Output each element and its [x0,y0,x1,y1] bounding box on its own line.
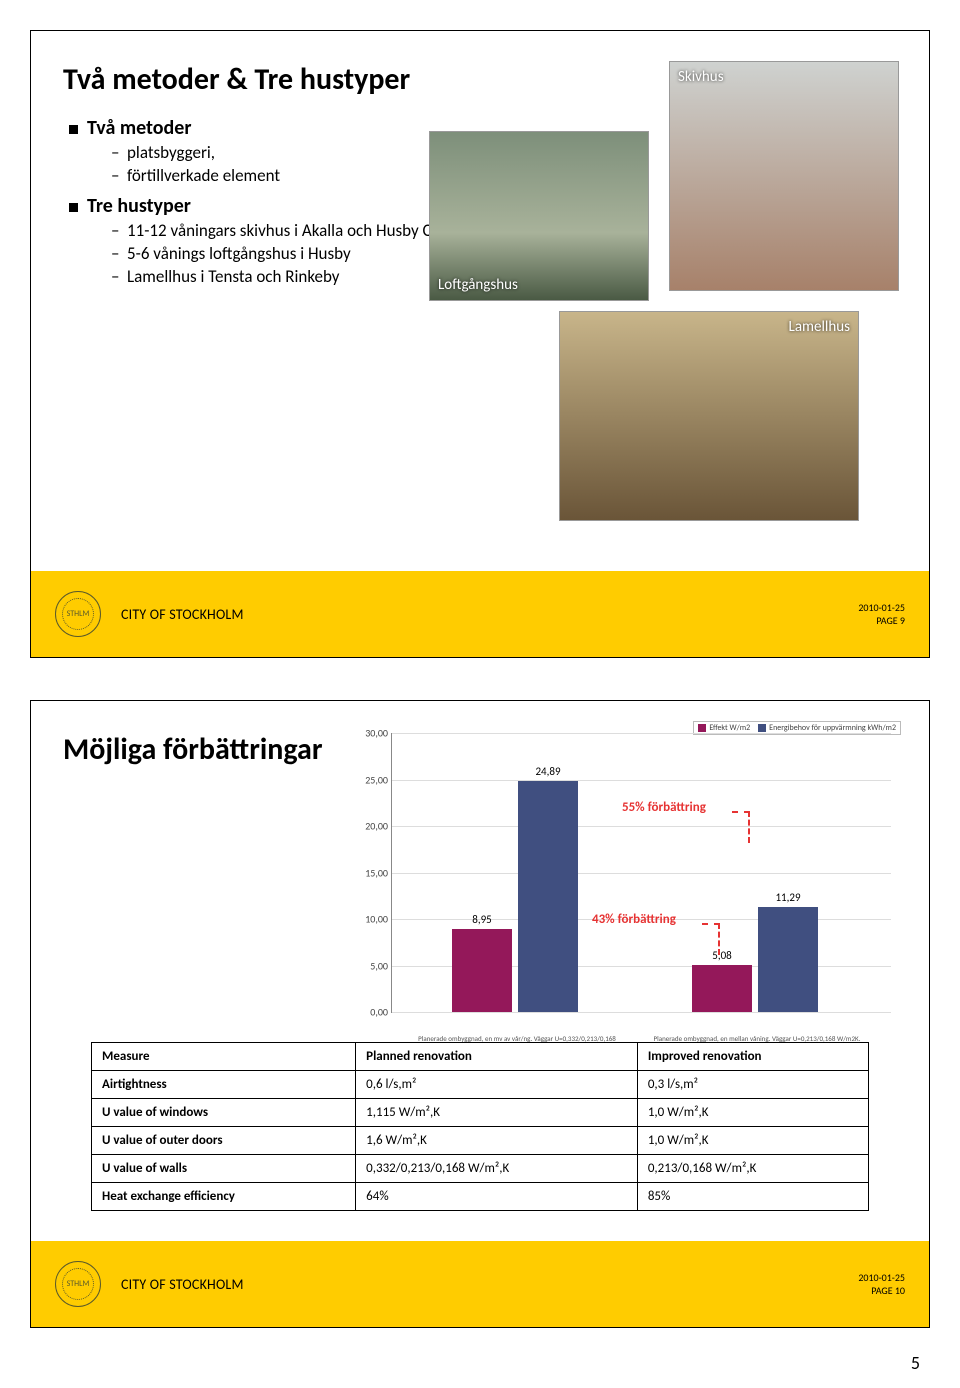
table-cell: 1,6 W/m²,K [356,1127,638,1155]
stockholm-logo-icon: STHLM [55,591,101,637]
measures-table: Measure Planned renovation Improved reno… [91,1042,869,1211]
table-cell: 0,213/0,168 W/m²,K [637,1155,868,1183]
ytick: 20,00 [348,820,388,833]
slide-1-footer: STHLM CITY OF STOCKHOLM 2010-01-25 PAGE … [31,571,929,657]
table-cell: U value of walls [92,1155,356,1183]
legend-a: Effekt W/m2 [698,723,750,733]
footer-right-2: 2010-01-25 PAGE 10 [858,1271,905,1297]
legend-b: Energibehov för uppvärmning kWh/m2 [758,723,896,733]
footer-date-2: 2010-01-25 [858,1271,905,1284]
table-cell: 0,332/0,213/0,168 W/m²,K [356,1155,638,1183]
table-row: U value of windows1,115 W/m²,K1,0 W/m²,K [92,1099,869,1127]
table-cell: 1,0 W/m²,K [637,1099,868,1127]
photo-lamellhus: Lamellhus [559,311,859,521]
bar-value-label: 24,89 [535,765,560,778]
photo-lamell-caption: Lamellhus [789,318,850,336]
table-cell: 64% [356,1183,638,1211]
ytick: 25,00 [348,773,388,786]
table-cell: 1,115 W/m²,K [356,1099,638,1127]
handout-page-number: 5 [911,1352,920,1374]
table-cell: 0,3 l/s,m² [637,1071,868,1099]
th-2: Improved renovation [637,1043,868,1071]
table-cell: U value of windows [92,1099,356,1127]
slide-2-footer: STHLM CITY OF STOCKHOLM 2010-01-25 PAGE … [31,1241,929,1327]
improvement-chart: Effekt W/m2 Energibehov för uppvärmning … [341,723,901,1063]
photo-loft-caption: Loftgångshus [438,276,518,294]
chart-annotation: 43% förbättring [592,912,676,927]
table-cell: U value of outer doors [92,1127,356,1155]
footer-date-1: 2010-01-25 [858,601,905,614]
bullet-1-label: Tre hustyper [87,194,191,218]
th-0: Measure [92,1043,356,1071]
chart-annotation: 55% förbättring [622,800,706,815]
table-cell: Airtightness [92,1071,356,1099]
table-cell: Heat exchange efficiency [92,1183,356,1211]
footer-right-1: 2010-01-25 PAGE 9 [858,601,905,627]
ytick: 5,00 [348,959,388,972]
th-1: Planned renovation [356,1043,638,1071]
chart-bar: 24,89 [518,781,578,1012]
footer-city-2: CITY OF STOCKHOLM [121,1276,244,1293]
photo-loftgangshus: Loftgångshus [429,131,649,301]
bar-value-label: 8,95 [472,913,491,926]
table-row: Airtightness0,6 l/s,m²0,3 l/s,m² [92,1071,869,1099]
slide-2-content: Möjliga förbättringar Effekt W/m2 Energi… [31,701,929,1241]
table-row: U value of walls0,332/0,213/0,168 W/m²,K… [92,1155,869,1183]
chart-area: 0,005,0010,0015,0020,0025,0030,008,9524,… [391,733,891,1013]
photo-cluster: Loftgångshus Skivhus Lamellhus [429,61,899,541]
table-row: U value of outer doors1,6 W/m²,K1,0 W/m²… [92,1127,869,1155]
slide-1-content: Två metoder & Tre hustyper Två metoder p… [31,31,929,571]
table-header-row: Measure Planned renovation Improved reno… [92,1043,869,1071]
table-row: Heat exchange efficiency64%85% [92,1183,869,1211]
footer-page-1: PAGE 9 [858,614,905,627]
ytick: 10,00 [348,913,388,926]
chart-bar: 5,08 [692,965,752,1012]
footer-city-1: CITY OF STOCKHOLM [121,606,244,623]
chart-bar: 8,95 [452,929,512,1012]
bar-value-label: 11,29 [775,891,800,904]
table-cell: 1,0 W/m²,K [637,1127,868,1155]
table-cell: 85% [637,1183,868,1211]
footer-page-2: PAGE 10 [858,1284,905,1297]
bullet-0-label: Två metoder [87,116,191,140]
slide-1: Två metoder & Tre hustyper Två metoder p… [30,30,930,658]
ytick: 15,00 [348,866,388,879]
ytick: 30,00 [348,727,388,740]
photo-skiv-caption: Skivhus [678,68,724,86]
photo-skivhus: Skivhus [669,61,899,291]
stockholm-logo-icon: STHLM [55,1261,101,1307]
table-cell: 0,6 l/s,m² [356,1071,638,1099]
slide-2: Möjliga förbättringar Effekt W/m2 Energi… [30,700,930,1328]
ytick: 0,00 [348,1006,388,1019]
chart-bar: 11,29 [758,907,818,1012]
